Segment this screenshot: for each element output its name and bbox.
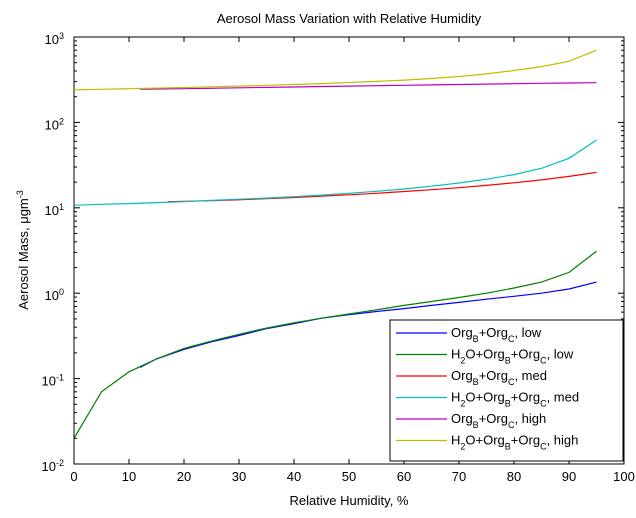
legend-label-part: , high <box>514 411 546 426</box>
x-axis-ticks: 0 10 20 30 40 50 60 70 80 90 100 <box>70 37 635 484</box>
legend-label-part: 2 <box>460 442 465 452</box>
y-axis-label: Aerosol Mass, μgm-3 <box>15 190 31 310</box>
y-tick-label-base: 10 <box>42 374 56 389</box>
y-tick-label-base: 10 <box>42 459 56 474</box>
chart-title: Aerosol Mass Variation with Relative Hum… <box>217 11 482 26</box>
y-tick-label-0: 10-2 <box>42 458 64 474</box>
legend-label-2: H2O+OrgB+OrgC, low <box>451 347 574 366</box>
series-line-4 <box>73 139 597 206</box>
legend-label-part: H <box>451 433 460 448</box>
legend-box <box>389 319 624 462</box>
x-tick-label-10: 100 <box>613 469 635 484</box>
legend-label-part: , high <box>547 433 579 448</box>
legend-label-part: B <box>505 356 511 366</box>
legend-label-part: +Org <box>511 433 540 448</box>
legend-label-5: OrgB+OrgC, high <box>451 411 546 430</box>
legend-label-part: C <box>508 377 515 387</box>
y-tick-label-base: 10 <box>45 203 59 218</box>
legend-label-part: , med <box>514 368 547 383</box>
y-tick-label-base: 10 <box>45 117 59 132</box>
y-axis-label-text: Aerosol Mass, <box>16 224 31 310</box>
legend-label-part: C <box>540 356 547 366</box>
legend-label-part: C <box>508 334 515 344</box>
y-tick-label-exponent: 3 <box>59 31 64 41</box>
series-line-6 <box>73 49 597 91</box>
y-axis-label-exponent: -3 <box>15 190 25 198</box>
series-line-5 <box>139 82 597 90</box>
legend-label-1: OrgB+OrgC, low <box>451 325 542 344</box>
y-tick-label-exponent: 0 <box>59 287 64 297</box>
legend-label-part: B <box>473 420 479 430</box>
legend-label-part: C <box>540 399 547 409</box>
y-tick-label-exponent: -2 <box>56 458 64 468</box>
y-tick-label-exponent: 2 <box>59 116 64 126</box>
series-line-1 <box>139 281 597 369</box>
legend-label-part: 2 <box>460 399 465 409</box>
legend-label-part: 2 <box>460 356 465 366</box>
legend-label-part: +Org <box>479 368 508 383</box>
y-tick-label-3: 101 <box>45 202 64 218</box>
legend-label-part: B <box>473 377 479 387</box>
x-tick-label-9: 90 <box>562 469 576 484</box>
y-tick-label-1: 10-1 <box>42 373 64 389</box>
y-tick-label-4: 102 <box>45 116 64 132</box>
x-tick-label-8: 80 <box>507 469 521 484</box>
y-tick-label-2: 100 <box>45 287 64 303</box>
x-axis-label: Relative Humidity, % <box>290 493 409 508</box>
x-tick-label-7: 70 <box>452 469 466 484</box>
y-tick-label-5: 103 <box>45 31 64 47</box>
legend-label-part: O+Org <box>465 347 504 362</box>
y-tick-label-base: 10 <box>45 32 59 47</box>
legend-label-part: C <box>508 420 515 430</box>
legend-label-part: O+Org <box>465 433 504 448</box>
legend-label-part: Org <box>451 411 473 426</box>
legend-label-part: , low <box>547 347 574 362</box>
legend-label-part: C <box>540 442 547 452</box>
legend-label-part: , med <box>547 390 580 405</box>
legend-label-part: B <box>473 334 479 344</box>
x-tick-label-3: 30 <box>232 469 246 484</box>
x-tick-label-5: 50 <box>342 469 356 484</box>
x-tick-label-4: 40 <box>287 469 301 484</box>
legend-label-part: , low <box>514 325 541 340</box>
y-tick-label-exponent: 1 <box>59 202 64 212</box>
y-axis-label-unit: gm <box>16 198 31 216</box>
legend-label-part: H <box>451 390 460 405</box>
x-tick-label-6: 60 <box>397 469 411 484</box>
legend-label-part: +Org <box>511 347 540 362</box>
legend-label-part: O+Org <box>465 390 504 405</box>
legend-label-part: H <box>451 347 460 362</box>
x-tick-label-0: 0 <box>70 469 77 484</box>
legend-label-part: +Org <box>511 390 540 405</box>
y-axis-label-mu: μ <box>16 216 31 224</box>
y-tick-label-exponent: -1 <box>56 373 64 383</box>
legend-label-3: OrgB+OrgC, med <box>451 368 547 387</box>
x-tick-label-2: 20 <box>177 469 191 484</box>
legend-label-part: +Org <box>479 411 508 426</box>
legend-label-6: H2O+OrgB+OrgC, high <box>451 433 578 452</box>
x-tick-label-1: 10 <box>122 469 136 484</box>
legend-label-part: Org <box>451 368 473 383</box>
legend-label-4: H2O+OrgB+OrgC, med <box>451 390 579 409</box>
series-line-2 <box>73 250 597 439</box>
legend-label-part: +Org <box>479 325 508 340</box>
legend-label-part: Org <box>451 325 473 340</box>
series-lines <box>73 49 597 439</box>
legend-label-part: B <box>505 399 511 409</box>
legend-label-part: B <box>505 442 511 452</box>
y-tick-label-base: 10 <box>45 288 59 303</box>
